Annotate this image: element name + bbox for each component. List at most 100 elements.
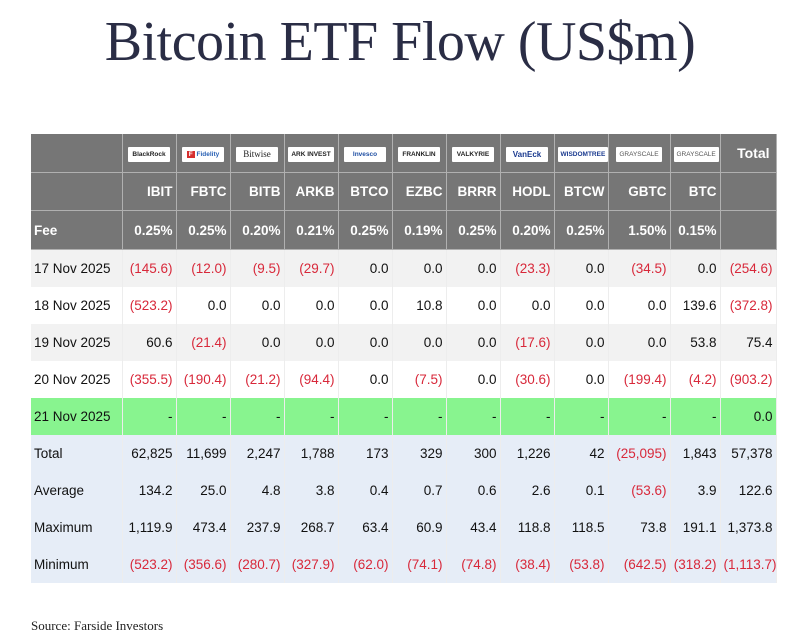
source-note: Source: Farside Investors <box>31 618 164 633</box>
row-label: Minimum <box>31 546 123 583</box>
flow-cell: 25.0 <box>176 472 231 509</box>
flow-cell: - <box>284 398 339 435</box>
flow-cell: (254.6) <box>720 249 777 287</box>
logo-cell: Bitwise <box>230 134 285 173</box>
logo-cell: F Fidelity <box>176 134 231 173</box>
flow-cell: 3.9 <box>670 472 721 509</box>
flow-cell: - <box>608 398 671 435</box>
flow-cell: (29.7) <box>284 249 339 287</box>
ticker-hodl: HODL <box>500 172 555 211</box>
ark-logo: ARK INVEST <box>288 147 334 162</box>
franklin-logo: FRANKLIN <box>398 147 440 162</box>
fee-ibit: 0.25% <box>122 210 177 250</box>
flow-cell: (94.4) <box>284 361 339 398</box>
row-label: 20 Nov 2025 <box>31 361 123 398</box>
flow-cell: 63.4 <box>338 509 393 546</box>
fee-total-cell <box>720 210 777 250</box>
fee-hodl: 0.20% <box>500 210 555 250</box>
flow-cell: 0.0 <box>230 287 285 324</box>
row-label: 18 Nov 2025 <box>31 287 123 324</box>
flow-cell: (190.4) <box>176 361 231 398</box>
flow-cell: (355.5) <box>122 361 177 398</box>
valkyrie-logo: VALKYRIE <box>452 147 494 162</box>
ticker-ezbc: EZBC <box>392 172 447 211</box>
flow-cell: 0.0 <box>554 361 609 398</box>
flow-cell: 0.0 <box>338 324 393 361</box>
ticker-btco: BTCO <box>338 172 393 211</box>
flow-cell: (903.2) <box>720 361 777 398</box>
logo-cell: FRANKLIN <box>392 134 447 173</box>
flow-cell: 0.0 <box>554 324 609 361</box>
flow-cell: (4.2) <box>670 361 721 398</box>
flow-cell: (53.6) <box>608 472 671 509</box>
flow-cell: (23.3) <box>500 249 555 287</box>
row-label: 17 Nov 2025 <box>31 249 123 287</box>
flow-cell: (327.9) <box>284 546 339 583</box>
flow-cell: 75.4 <box>720 324 777 361</box>
flow-cell: 0.0 <box>338 361 393 398</box>
flow-cell: (30.6) <box>500 361 555 398</box>
flow-cell: (145.6) <box>122 249 177 287</box>
row-label: Average <box>31 472 123 509</box>
flow-cell: 0.0 <box>338 249 393 287</box>
wisdomtree-logo: WISDOMTREE <box>557 147 607 162</box>
flow-cell: 60.9 <box>392 509 447 546</box>
flow-cell: (53.8) <box>554 546 609 583</box>
fee-brrr: 0.25% <box>446 210 501 250</box>
flow-cell: - <box>230 398 285 435</box>
logo-cell: ARK INVEST <box>284 134 339 173</box>
flow-cell: 0.0 <box>392 249 447 287</box>
flow-cell: - <box>176 398 231 435</box>
flow-cell: 4.8 <box>230 472 285 509</box>
flow-cell: 1,843 <box>670 435 721 472</box>
flow-cell: 173 <box>338 435 393 472</box>
flow-cell: 134.2 <box>122 472 177 509</box>
row-label: 19 Nov 2025 <box>31 324 123 361</box>
flow-cell: 1,373.8 <box>720 509 777 546</box>
logo-cell: Invesco <box>338 134 393 173</box>
flow-cell: (356.6) <box>176 546 231 583</box>
date-row: 19 Nov 2025 60.6 (21.4) 0.0 0.0 0.0 0.0 0.0 (17.… <box>31 324 777 361</box>
fee-gbtc: 1.50% <box>608 210 671 250</box>
flow-cell: 11,699 <box>176 435 231 472</box>
ticker-header-row: IBIT FBTC BITB ARKB BTCO EZBC BRRR HODL BTCW GBTC… <box>31 172 777 211</box>
flow-cell: 0.7 <box>392 472 447 509</box>
flow-cell: (62.0) <box>338 546 393 583</box>
flow-cell: 73.8 <box>608 509 671 546</box>
flow-cell: (642.5) <box>608 546 671 583</box>
fee-btc: 0.15% <box>670 210 721 250</box>
fee-label: Fee <box>31 210 123 250</box>
logo-header-row: BlackRock F Fidelity Bitwise ARK INVEST … <box>31 134 777 173</box>
flow-cell: 118.8 <box>500 509 555 546</box>
fee-btco: 0.25% <box>338 210 393 250</box>
logo-cell: GRAYSCALE <box>608 134 671 173</box>
flow-cell: (74.8) <box>446 546 501 583</box>
logo-cell: GRAYSCALE <box>670 134 721 173</box>
flow-cell: 0.0 <box>670 249 721 287</box>
flow-cell: 0.0 <box>230 324 285 361</box>
flow-cell: - <box>500 398 555 435</box>
ticker-btc: BTC <box>670 172 721 211</box>
row-label: Total <box>31 435 123 472</box>
flow-cell: (523.2) <box>122 287 177 324</box>
ticker-corner-cell <box>31 172 123 211</box>
flow-cell: 268.7 <box>284 509 339 546</box>
flow-cell: 43.4 <box>446 509 501 546</box>
flow-cell: (318.2) <box>670 546 721 583</box>
flow-cell: (280.7) <box>230 546 285 583</box>
flow-cell: 0.0 <box>284 287 339 324</box>
flow-cell: 0.0 <box>554 249 609 287</box>
flow-cell: 60.6 <box>122 324 177 361</box>
stat-row: Total 62,825 11,699 2,247 1,788 173 329 300 1,22… <box>31 435 777 472</box>
ticker-arkb: ARKB <box>284 172 339 211</box>
page-title: Bitcoin ETF Flow (US$m) <box>104 11 696 73</box>
fee-bitb: 0.20% <box>230 210 285 250</box>
flow-cell: 0.0 <box>392 324 447 361</box>
flow-cell: (21.2) <box>230 361 285 398</box>
stat-row: Average 134.2 25.0 4.8 3.8 0.4 0.7 0.6 2.6 0.1 (53… <box>31 472 777 509</box>
flow-cell: 0.0 <box>446 287 501 324</box>
stat-row: Minimum (523.2) (356.6) (280.7) (327.9) (62.0… <box>31 546 777 583</box>
flow-cell: - <box>392 398 447 435</box>
logo-corner-cell <box>31 134 123 173</box>
flow-cell: 2,247 <box>230 435 285 472</box>
